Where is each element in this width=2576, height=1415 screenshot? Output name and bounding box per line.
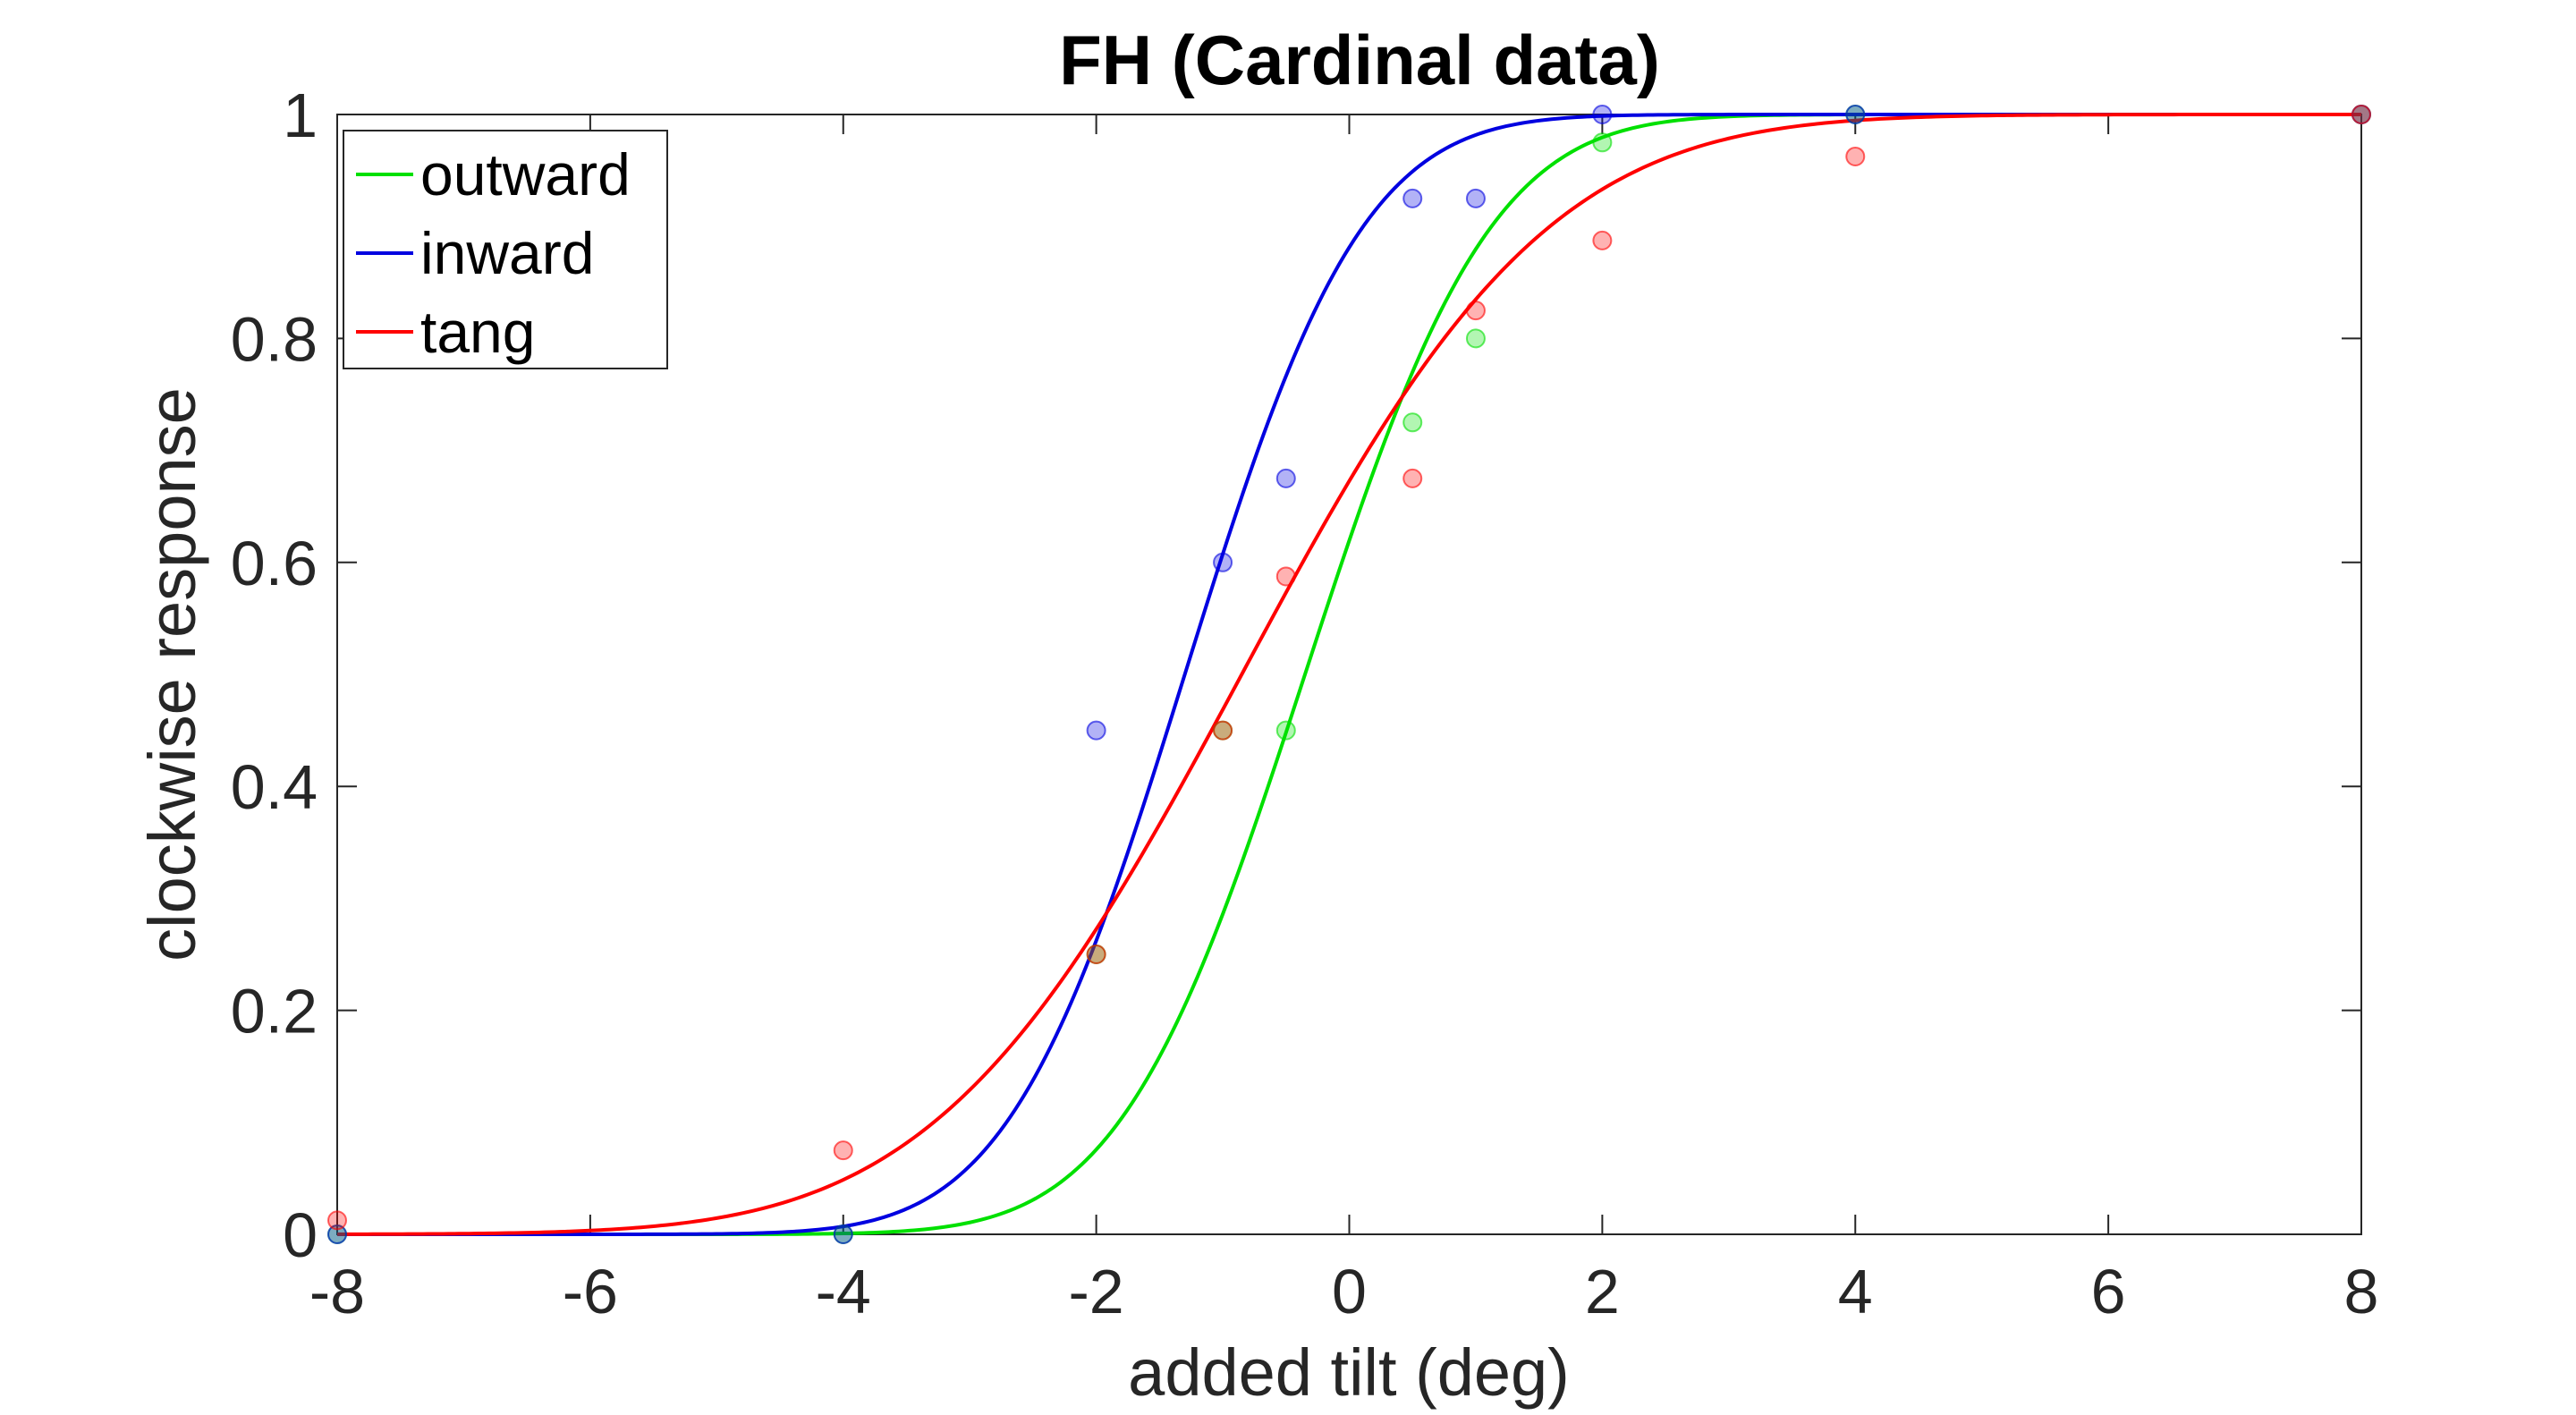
- x-tick-label: 6: [2091, 1257, 2126, 1326]
- legend-box: [343, 130, 668, 369]
- x-tick-label: 2: [1585, 1257, 1620, 1326]
- data-point-tang: [1086, 945, 1106, 964]
- data-point-outward: [1402, 412, 1423, 433]
- x-tick-label: 4: [1838, 1257, 1873, 1326]
- data-point-tang: [1402, 468, 1423, 488]
- data-point-outward: [1275, 720, 1296, 741]
- data-point-inward: [1402, 188, 1423, 208]
- data-point-outward: [1592, 132, 1613, 153]
- x-tick-label: 0: [1332, 1257, 1367, 1326]
- legend: outward inward tang: [343, 130, 668, 369]
- x-tick-label: 8: [2344, 1257, 2379, 1326]
- data-point-tang: [1465, 301, 1486, 321]
- y-tick-label: 0.8: [231, 304, 318, 374]
- x-tick-label: -8: [309, 1257, 365, 1326]
- data-point-tang: [1275, 566, 1296, 587]
- legend-label-inward: inward: [420, 220, 594, 286]
- y-tick-label: 1: [283, 80, 318, 150]
- data-point-tang: [833, 1140, 853, 1161]
- y-tick-label: 0.2: [231, 977, 318, 1046]
- data-point-tang: [1592, 230, 1613, 250]
- data-point-tang: [327, 1210, 347, 1231]
- data-point-tang: [1845, 146, 1866, 166]
- fit-curve-tang: [337, 113, 2361, 1236]
- fitted-curves: [337, 113, 2361, 1236]
- x-tick-label: -4: [816, 1257, 871, 1326]
- y-tick-label: 0: [283, 1200, 318, 1270]
- data-point-inward: [327, 1224, 347, 1244]
- legend-label-tang: tang: [420, 299, 535, 365]
- data-point-tang: [2351, 105, 2371, 124]
- data-point-inward: [1213, 552, 1233, 572]
- legend-label-outward: outward: [420, 141, 631, 208]
- y-tick-labels: 0 0.2 0.4 0.6 0.8 1: [231, 80, 318, 1270]
- x-tick-label: -2: [1069, 1257, 1124, 1326]
- y-axis-label: clockwise response: [135, 387, 209, 962]
- data-point-inward: [1465, 188, 1486, 208]
- data-points: [327, 105, 2371, 1244]
- x-axis-label: added tilt (deg): [1128, 1335, 1570, 1410]
- data-point-inward: [833, 1224, 853, 1244]
- x-tick-label: -6: [563, 1257, 618, 1326]
- data-point-tang: [1213, 720, 1233, 741]
- data-point-inward: [1592, 105, 1613, 124]
- chart-title: FH (Cardinal data): [1059, 21, 1660, 99]
- x-tick-labels: -8 -6 -4 -2 0 2 4 6 8: [309, 1257, 2379, 1326]
- data-point-inward: [1275, 468, 1296, 488]
- y-tick-label: 0.4: [231, 752, 318, 822]
- plot-area: [336, 114, 2362, 1235]
- y-tick-label: 0.6: [231, 529, 318, 598]
- data-point-inward: [1845, 105, 1866, 124]
- data-point-outward: [1465, 328, 1486, 349]
- data-point-inward: [1086, 720, 1106, 741]
